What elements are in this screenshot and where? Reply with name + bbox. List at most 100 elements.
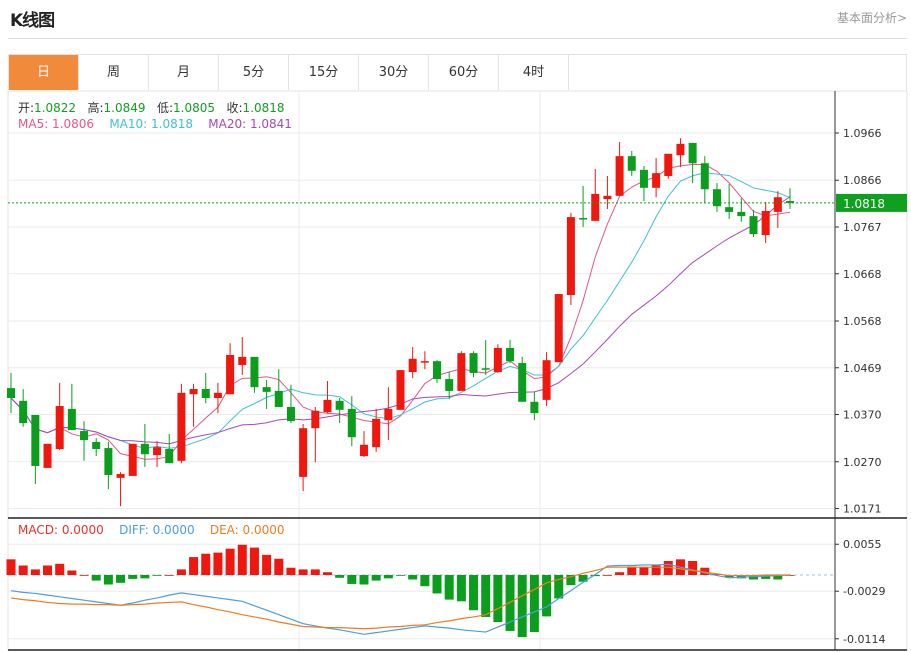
- macd-value: MACD: 0.0000: [18, 523, 104, 537]
- last-price-label: 1.0818: [843, 197, 885, 211]
- candle-up: [591, 193, 600, 221]
- macd-bar: [420, 575, 430, 587]
- macd-bar: [152, 575, 162, 576]
- macd-bar: [67, 570, 77, 575]
- y-tick-label: 1.0469: [843, 362, 882, 375]
- page-title: K线图: [10, 11, 55, 31]
- candle-up: [420, 361, 429, 363]
- macd-bar: [542, 575, 552, 617]
- macd-bar: [213, 552, 223, 575]
- macd-bar: [18, 565, 28, 575]
- low-label: 低:: [157, 101, 174, 115]
- ma20-value: MA20: 1.0841: [208, 117, 292, 131]
- tab-month[interactable]: 月: [149, 55, 219, 90]
- tab-5min[interactable]: 5分: [219, 55, 289, 90]
- macd-bar: [359, 575, 369, 585]
- macd-bar: [651, 565, 661, 575]
- ohlc-legend: 开:1.0822 高:1.0849 低:1.0805 收:1.0818: [18, 99, 285, 116]
- candle-up: [177, 392, 186, 461]
- macd-bar: [396, 575, 405, 576]
- macd-bar: [663, 561, 673, 575]
- tab-4hour[interactable]: 4时: [499, 55, 569, 90]
- macd-y-tick-label: -0.0029: [843, 585, 885, 598]
- macd-bar: [262, 554, 272, 575]
- macd-bar: [55, 563, 65, 575]
- macd-bar: [493, 575, 503, 622]
- candle-down: [725, 207, 734, 212]
- candle-up: [554, 294, 563, 363]
- candle-down: [67, 408, 76, 431]
- macd-bar: [249, 547, 259, 575]
- macd-bar: [6, 559, 16, 575]
- candle-up: [457, 353, 466, 391]
- candle-down: [274, 390, 283, 407]
- ma10-line: [10, 172, 791, 449]
- tab-30min[interactable]: 30分: [359, 55, 429, 90]
- candle-down: [579, 218, 588, 220]
- candle-down: [786, 201, 794, 203]
- y-tick-label: 1.0568: [843, 315, 882, 328]
- macd-bar: [517, 575, 527, 638]
- macd-bar: [602, 575, 612, 576]
- candle-down: [140, 443, 149, 455]
- candle-up: [116, 474, 125, 478]
- y-tick-label: 1.0370: [843, 409, 882, 422]
- candle-down: [627, 156, 636, 171]
- macd-bar: [590, 575, 600, 577]
- macd-bar: [469, 575, 479, 611]
- high-value: 1.0849: [103, 101, 146, 115]
- macd-bar: [688, 561, 698, 575]
- candle-down: [262, 387, 271, 392]
- candle-down: [469, 353, 478, 373]
- close-value: 1.0818: [242, 101, 285, 115]
- macd-bar: [335, 575, 345, 578]
- fundamental-analysis-link[interactable]: 基本面分析>: [836, 11, 907, 25]
- tab-15min[interactable]: 15分: [289, 55, 359, 90]
- candle-up: [299, 428, 308, 477]
- candle-up: [773, 197, 782, 212]
- candle-down: [445, 379, 454, 391]
- candle-down: [335, 400, 344, 410]
- ma5-value: MA5: 1.0806: [18, 117, 95, 131]
- y-tick-label: 1.0966: [843, 127, 882, 140]
- candle-up: [55, 406, 64, 450]
- macd-bar: [140, 575, 150, 579]
- ma10-value: MA10: 1.0818: [109, 117, 193, 131]
- y-tick-label: 1.0668: [843, 268, 882, 281]
- candle-up: [676, 143, 685, 156]
- candle-up: [384, 408, 393, 421]
- macd-bar: [627, 566, 637, 575]
- macd-bar: [164, 575, 174, 576]
- candle-up: [761, 210, 770, 236]
- macd-bar: [408, 575, 418, 580]
- macd-bar: [91, 575, 101, 581]
- candle-down: [286, 406, 295, 422]
- macd-bar: [566, 575, 576, 586]
- y-tick-label: 1.0866: [843, 174, 882, 187]
- candle-down: [700, 163, 709, 190]
- last-price-badge: [836, 193, 907, 212]
- macd-bar: [43, 565, 53, 575]
- high-label: 高:: [87, 101, 104, 115]
- header-divider: [8, 38, 907, 39]
- candle-down: [530, 401, 539, 414]
- macd-y-tick-label: 0.0055: [843, 538, 882, 551]
- macd-bar: [103, 575, 113, 585]
- candle-down: [80, 431, 89, 441]
- macd-bar: [481, 575, 491, 617]
- open-label: 开:: [18, 101, 35, 115]
- candle-up: [664, 153, 673, 176]
- macd-bar: [700, 567, 710, 575]
- tab-60min[interactable]: 60分: [429, 55, 499, 90]
- tab-day[interactable]: 日: [9, 55, 79, 90]
- candle-up: [311, 410, 320, 429]
- macd-bar: [639, 567, 649, 575]
- macd-bar: [116, 575, 126, 583]
- macd-bar: [322, 572, 332, 575]
- macd-bar: [578, 575, 588, 582]
- tab-week[interactable]: 周: [79, 55, 149, 90]
- candle-up: [566, 217, 575, 296]
- dea-value: DEA: 0.0000: [209, 523, 285, 537]
- candle-down: [688, 142, 697, 164]
